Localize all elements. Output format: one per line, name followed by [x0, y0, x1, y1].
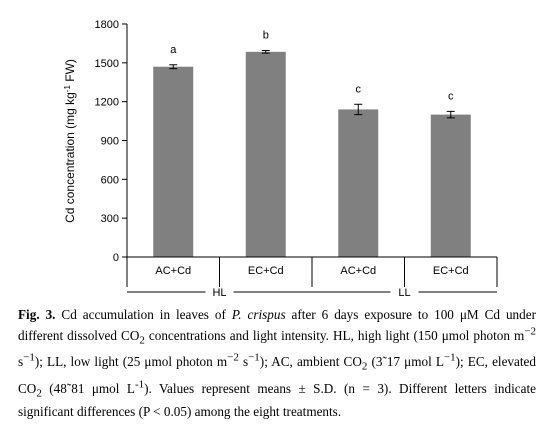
group-label: LL	[398, 287, 410, 299]
error-bars	[169, 50, 455, 119]
axes	[126, 24, 498, 287]
significance-labels: a b c c	[170, 30, 454, 103]
x-tick-label: EC+Cd	[248, 265, 284, 277]
y-tick-label: 600	[101, 174, 119, 186]
figure-caption: Fig. 3. Cd accumulation in leaves of P. …	[18, 306, 536, 421]
bar	[245, 51, 286, 258]
bar-chart: Cd concentration (mg kg-1 FW) 0 300 600 900…	[63, 19, 498, 299]
category-labels: AC+Cd EC+Cd AC+Cd EC+Cd	[155, 265, 468, 277]
significance-letter: b	[263, 30, 269, 42]
x-tick-label: EC+Cd	[433, 265, 469, 277]
y-tick-label: 0	[113, 252, 119, 264]
significance-letter: c	[356, 83, 362, 95]
significance-letter: a	[170, 44, 177, 56]
svg-text:Cd concentration (mg kg-1 FW): Cd concentration (mg kg-1 FW)	[63, 59, 77, 223]
y-tick-label: 900	[101, 136, 119, 148]
bars	[153, 51, 471, 258]
group-label: HL	[212, 287, 226, 299]
y-axis-label: Cd concentration (mg kg-1 FW)	[63, 59, 77, 223]
y-tick-label: 300	[101, 213, 119, 225]
significance-letter: c	[448, 90, 454, 102]
x-tick-label: AC+Cd	[340, 265, 376, 277]
group-labels: HL LL	[127, 287, 497, 299]
x-tick-label: AC+Cd	[155, 265, 191, 277]
caption-label: Fig. 3.	[18, 307, 56, 322]
y-axis-label-end: FW)	[63, 59, 77, 85]
y-axis-label-superscript: -1	[63, 85, 72, 93]
y-tick-label: 1800	[95, 19, 119, 31]
y-tick-label: 1200	[95, 97, 119, 109]
bar	[338, 109, 379, 257]
bar	[153, 66, 194, 257]
caption-text: Cd accumulation in leaves of P. crispus …	[18, 307, 536, 420]
y-axis-ticks: 0 300 600 900 1200 1500 1800	[95, 19, 127, 264]
y-tick-label: 1500	[95, 58, 119, 70]
bar	[430, 114, 471, 257]
y-axis-label-main: Cd concentration (mg kg	[63, 92, 77, 223]
